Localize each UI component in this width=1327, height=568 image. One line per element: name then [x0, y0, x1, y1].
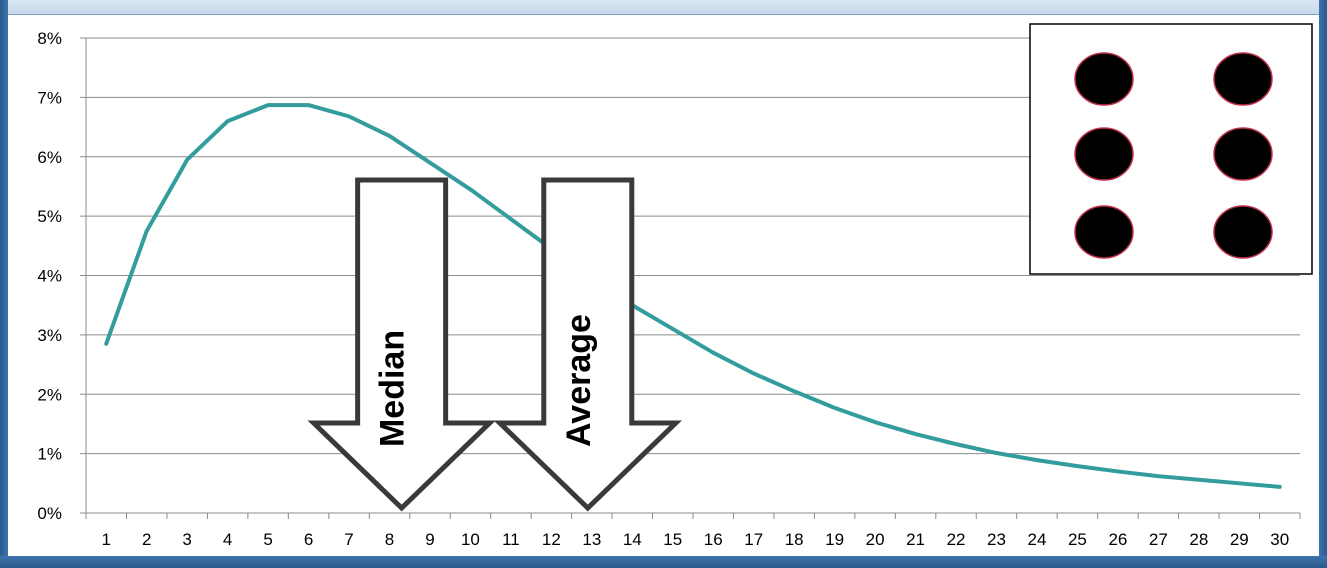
y-tick-label: 8% — [37, 29, 62, 48]
x-tick-label: 24 — [1028, 530, 1047, 549]
x-tick-label: 17 — [744, 530, 763, 549]
die-dot — [1075, 128, 1133, 180]
x-tick-label: 27 — [1149, 530, 1168, 549]
x-tick-label: 4 — [223, 530, 232, 549]
die-dot — [1075, 53, 1133, 105]
arrow-label-median: Median — [374, 330, 412, 447]
x-tick-label: 1 — [101, 530, 110, 549]
x-tick-label: 30 — [1270, 530, 1289, 549]
x-tick-label: 15 — [663, 530, 682, 549]
x-tick-label: 18 — [785, 530, 804, 549]
x-tick-label: 26 — [1108, 530, 1127, 549]
annotation-median: Median — [314, 180, 490, 508]
x-tick-label: 11 — [502, 530, 520, 549]
x-tick-label: 5 — [263, 530, 272, 549]
x-tick-label: 16 — [704, 530, 723, 549]
x-tick-label: 12 — [542, 530, 561, 549]
y-tick-label: 0% — [37, 504, 62, 523]
arrow-label-average: Average — [560, 314, 598, 447]
annotation-arrows: Median Average — [314, 180, 676, 508]
x-tick-label: 22 — [947, 530, 966, 549]
x-tick-label: 10 — [461, 530, 480, 549]
x-tick-label: 3 — [182, 530, 191, 549]
x-tick-label: 29 — [1230, 530, 1249, 549]
x-tick-label: 14 — [623, 530, 642, 549]
x-tick-label: 20 — [866, 530, 885, 549]
y-axis: 0% 1% 2% 3% 4% 5% 6% 7% 8% — [37, 29, 86, 523]
x-tick-label: 13 — [582, 530, 601, 549]
y-tick-label: 1% — [37, 445, 62, 464]
x-axis: 1 2 3 4 5 6 7 8 9 10 11 12 13 14 15 16 17 18 19 20 21 22 23 24 2… — [86, 513, 1300, 549]
x-tick-label: 23 — [987, 530, 1006, 549]
x-tick-label: 6 — [304, 530, 313, 549]
x-tick-label: 7 — [344, 530, 353, 549]
x-tick-label: 28 — [1189, 530, 1208, 549]
x-tick-label: 19 — [825, 530, 844, 549]
y-tick-label: 4% — [37, 267, 62, 286]
y-tick-label: 2% — [37, 385, 62, 404]
y-tick-label: 5% — [37, 207, 62, 226]
die-dot — [1214, 128, 1272, 180]
die-inset — [1030, 24, 1312, 274]
y-tick-label: 7% — [37, 88, 62, 107]
x-tick-label: 8 — [385, 530, 394, 549]
x-tick-label: 9 — [425, 530, 434, 549]
die-dot — [1214, 53, 1272, 105]
x-tick-label: 21 — [906, 530, 925, 549]
die-dot — [1075, 206, 1133, 258]
x-tick-label: 25 — [1068, 530, 1087, 549]
y-tick-label: 3% — [37, 326, 62, 345]
x-tick-label: 2 — [142, 530, 151, 549]
die-dot — [1214, 206, 1272, 258]
y-tick-label: 6% — [37, 148, 62, 167]
